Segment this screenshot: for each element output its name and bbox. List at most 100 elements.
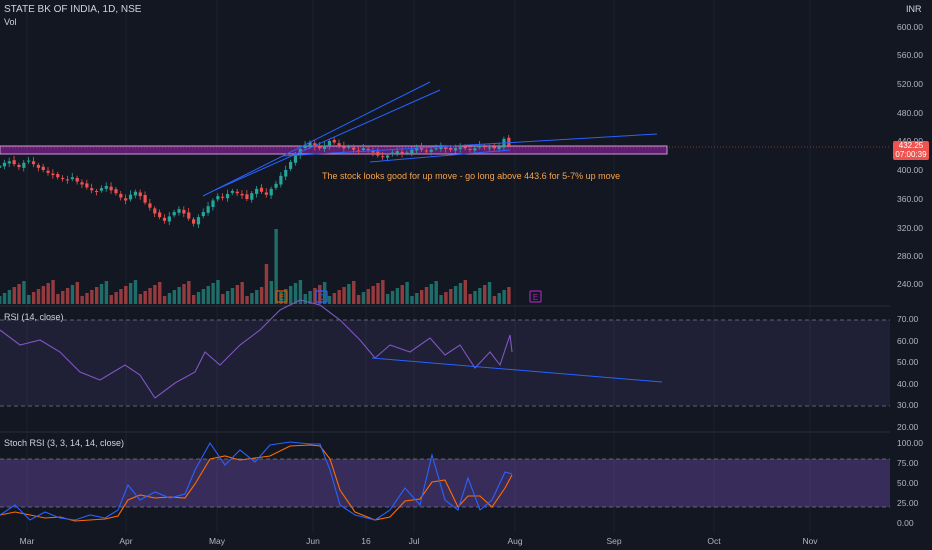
volume-bar (182, 284, 186, 304)
volume-bar (17, 284, 21, 304)
candle-body (424, 150, 428, 152)
candle-body (7, 161, 11, 164)
trend-line (369, 149, 511, 163)
candle-body (22, 162, 26, 168)
price-axis-tick: 320.00 (897, 223, 923, 233)
rsi-axis-tick: 60.00 (897, 336, 919, 346)
candle-body (289, 162, 293, 169)
volume-bar (2, 293, 7, 304)
candle-body (230, 191, 234, 193)
volume-bar (356, 295, 361, 304)
volume-bar (507, 287, 511, 304)
volume-bar (225, 291, 230, 304)
candle-body (453, 148, 458, 151)
volume-bar (187, 281, 191, 304)
volume-bar (415, 293, 419, 304)
chart-annotation: The stock looks good for up move - go lo… (322, 171, 621, 181)
candle-body (85, 183, 89, 188)
candle-body (201, 212, 205, 217)
volume-bar (308, 291, 312, 304)
candle-body (352, 147, 356, 150)
candle-body (313, 143, 317, 147)
time-axis-tick: Oct (707, 536, 721, 546)
rsi-trend-line (371, 357, 663, 383)
candle-body (65, 179, 70, 181)
volume-bar (293, 283, 298, 304)
candle-body (366, 148, 370, 150)
volume-bar (250, 293, 254, 304)
stoch-axis-tick: 100.00 (897, 438, 923, 448)
candle-body (12, 160, 16, 165)
candle-body (138, 192, 142, 197)
candle-body (41, 166, 45, 170)
candle-body (225, 193, 230, 199)
price-axis-tick: 360.00 (897, 194, 923, 204)
candle-body (240, 193, 244, 196)
volume-bar (419, 290, 424, 304)
volume-bar (400, 285, 404, 304)
volume-bar (405, 282, 409, 304)
volume-bar (235, 285, 240, 304)
time-axis-tick: Sep (606, 536, 621, 546)
trend-line (202, 81, 431, 197)
volume-bar (458, 283, 463, 304)
time-axis-tick: May (209, 536, 226, 546)
volume-bar (395, 288, 400, 304)
price-zone (0, 145, 668, 155)
volume-bar (85, 293, 89, 304)
time-axis-tick: Aug (507, 536, 522, 546)
candle-body (468, 148, 472, 150)
candle-body (449, 147, 453, 150)
stoch-d-line (0, 444, 513, 522)
volume-bar (104, 281, 109, 304)
volume-bar (298, 280, 303, 304)
price-axis-tick: 280.00 (897, 251, 923, 261)
volume-bar (65, 288, 70, 304)
event-marker-label: E (279, 293, 284, 302)
volume-bar (390, 291, 395, 304)
candle-body (259, 187, 264, 192)
stoch-k-line (0, 441, 513, 521)
time-axis-tick: Apr (119, 536, 132, 546)
volume-bar (12, 287, 16, 304)
volume-bar (342, 287, 346, 304)
candle-body (356, 150, 361, 152)
candle-body (478, 145, 482, 148)
candle-body (109, 186, 113, 191)
volume-bar (492, 296, 497, 304)
event-marker (529, 290, 542, 303)
volume-bar (463, 280, 467, 304)
rsi-axis-tick: 30.00 (897, 400, 919, 410)
candle-body (434, 148, 438, 150)
candle-body (56, 173, 60, 178)
candle-body (80, 182, 84, 185)
event-marker-label: E (533, 293, 538, 302)
candle-body (419, 147, 424, 150)
candle-body (70, 177, 74, 180)
volume-bar (255, 290, 259, 304)
volume-bar (36, 289, 41, 304)
volume-bar (376, 283, 380, 304)
candle-body (31, 161, 36, 165)
candle-body (415, 148, 419, 151)
stoch-axis-tick: 0.00 (897, 518, 914, 528)
volume-bar (201, 289, 206, 304)
candle-body (75, 177, 79, 182)
chart-title: STATE BK OF INDIA, 1D, NSE (4, 4, 142, 15)
volume-bar (124, 286, 128, 304)
candle-body (308, 142, 312, 147)
volume-bar (313, 288, 317, 304)
candle-body (337, 143, 341, 146)
volume-bar (0, 296, 2, 304)
candle-body (318, 145, 322, 149)
candle-body (347, 146, 351, 148)
volume-bar (41, 286, 46, 304)
volume-bar (259, 287, 264, 304)
volume-bar (439, 295, 443, 304)
candle-body (410, 149, 414, 154)
volume-bar (284, 289, 288, 304)
stoch-rsi-label: Stoch RSI (3, 3, 14, 14, close) (4, 438, 125, 448)
rsi-label: RSI (14, close) (4, 312, 64, 322)
volume-bar (347, 284, 351, 304)
